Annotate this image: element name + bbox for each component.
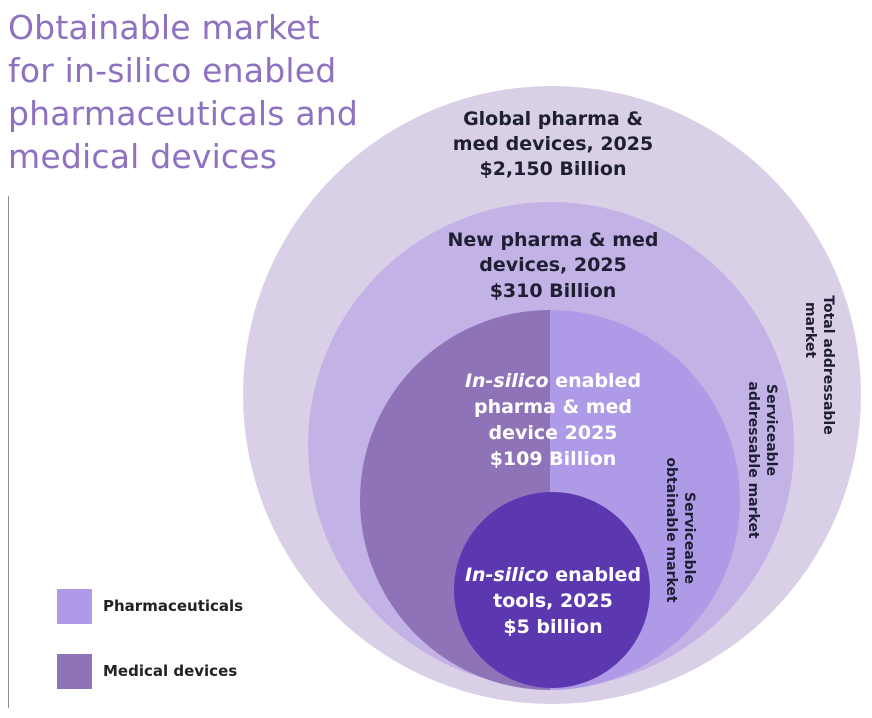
obtainable-line-3: device 2025	[488, 422, 617, 444]
title-line-2: for in-silico enabled	[8, 51, 337, 90]
obtainable-line-1: In-silico enabled	[465, 370, 641, 392]
total-line-2: med devices, 2025	[453, 133, 653, 155]
tools-market-circle	[454, 492, 650, 688]
tools-line-1: In-silico enabled	[465, 564, 641, 586]
serviceable-line-2: devices, 2025	[479, 254, 627, 276]
obtainable-line-4: $109 Billion	[490, 448, 617, 470]
total-line-1: Global pharma &	[463, 108, 643, 130]
obtainable-side-label-1: Serviceable	[681, 492, 697, 584]
obtainable-line-2: pharma & med	[474, 396, 632, 418]
tools-line-2: tools, 2025	[493, 590, 613, 612]
legend-swatch-pharmaceuticals	[57, 589, 92, 624]
total-side-label-1: Total addressable	[820, 295, 836, 434]
obtainable-side-label-2: obtainable market	[663, 457, 679, 603]
total-side-label-2: market	[802, 302, 818, 358]
tools-line-1-rest: enabled	[549, 564, 641, 586]
title-line-1: Obtainable market	[8, 8, 320, 47]
legend-swatch-medical-devices	[57, 654, 92, 689]
tools-italic: In-silico	[465, 564, 549, 586]
tools-line-3: $5 billion	[503, 616, 602, 638]
title-line-3: pharmaceuticals and	[8, 94, 359, 133]
total-line-3: $2,150 Billion	[479, 158, 626, 180]
serviceable-side-label-2: addressable market	[745, 381, 761, 539]
page-title: Obtainable market for in-silico enabled …	[8, 6, 358, 178]
serviceable-line-1: New pharma & med	[448, 229, 659, 251]
obtainable-line-1-rest: enabled	[549, 370, 641, 392]
legend-label-pharmaceuticals: Pharmaceuticals	[103, 597, 244, 615]
serviceable-line-3: $310 Billion	[490, 280, 617, 302]
divider-line	[8, 196, 9, 708]
obtainable-italic: In-silico	[465, 370, 549, 392]
serviceable-side-label-1: Serviceable	[763, 384, 779, 476]
title-line-4: medical devices	[8, 137, 278, 176]
legend-label-medical-devices: Medical devices	[103, 662, 238, 680]
